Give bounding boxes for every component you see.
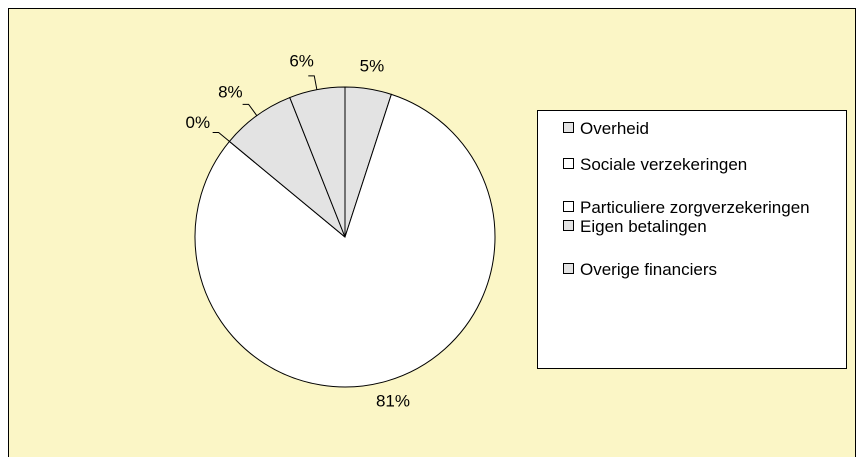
leader-line [242, 103, 258, 116]
legend-item: Overige financiers [563, 260, 846, 279]
legend-item: Eigen betalingen [563, 217, 846, 236]
leader-line [212, 131, 230, 142]
legend-label: Sociale verzekeringen [580, 155, 748, 174]
data-label: 8% [218, 82, 243, 101]
legend-label: Overige financiers [580, 260, 718, 279]
legend-label: Particuliere zorgverzekeringen [580, 198, 810, 217]
data-label: 81% [376, 392, 410, 411]
data-label: 0% [186, 113, 211, 132]
data-label: 5% [360, 57, 385, 76]
legend-marker [563, 263, 574, 274]
pie-slice [194, 93, 496, 388]
legend-label: Overheid [580, 119, 649, 138]
legend-item: Particuliere zorgverzekeringen [563, 198, 846, 217]
legend-marker [563, 201, 574, 212]
legend-marker [563, 122, 574, 133]
legend-marker [563, 220, 574, 231]
data-label: 6% [289, 52, 314, 71]
legend: Overheid Sociale verzekeringen Particulier… [537, 110, 847, 369]
legend-label: Eigen betalingen [580, 217, 707, 236]
legend-item: Overheid [563, 119, 846, 138]
leader-line [308, 75, 318, 90]
legend-item: Sociale verzekeringen [563, 155, 846, 174]
legend-marker [563, 158, 574, 169]
